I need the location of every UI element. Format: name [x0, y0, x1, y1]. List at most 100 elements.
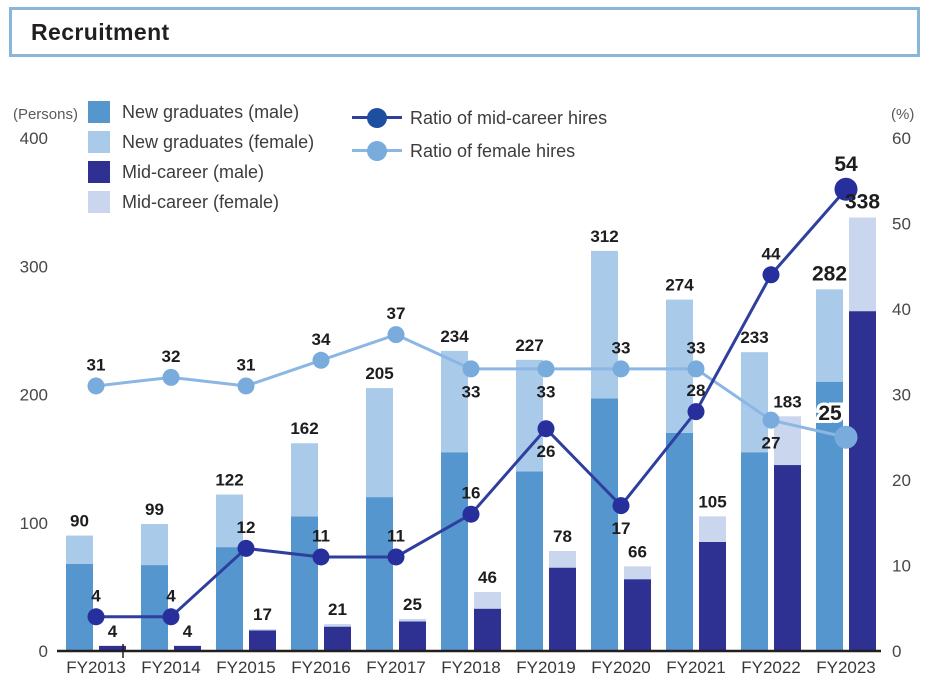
bar-mid-career-male: [474, 608, 501, 651]
mid-career-ratio-marker: [312, 548, 330, 566]
mid-career-line-marker-icon: [352, 107, 402, 128]
left-axis-tick-label: 0: [39, 642, 48, 661]
bar-mid-career-male: [249, 630, 276, 651]
mid-career-total-label: 21: [328, 600, 347, 619]
ratio-value-label: 4: [166, 586, 176, 605]
x-axis-category-label: FY2014: [141, 658, 201, 677]
bar-mid-career-female: [699, 516, 726, 542]
ratio-value-label: 27: [762, 434, 781, 453]
mid-career-total-label: 338: [845, 191, 880, 214]
bar-new-graduates-male: [291, 516, 318, 651]
bar-mid-career-male: [774, 465, 801, 651]
line-ratio-mid-career-hires: [96, 188, 848, 619]
ratio-value-label: 12: [237, 518, 256, 537]
bar-new-graduates-male: [666, 432, 693, 651]
ratio-value-label: 11: [387, 526, 405, 545]
page-title: Recruitment: [31, 18, 170, 45]
bar-new-graduates-male: [66, 563, 93, 651]
new-graduates-female-swatch-icon: [88, 130, 110, 153]
x-axis-category-label: FY2015: [216, 658, 276, 677]
mid-career-total-label: 66: [628, 542, 647, 561]
legend-label: Mid-career (male): [122, 161, 265, 182]
x-axis-category-label: FY2023: [816, 658, 876, 677]
mid-career-ratio-marker: [162, 608, 180, 626]
new-graduates-total-label: 234: [440, 327, 469, 346]
mid-career-total-label: 4: [183, 622, 193, 641]
new-graduates-total-label: 99: [145, 500, 164, 519]
mid-career-ratio-marker: [612, 497, 630, 515]
ratio-value-label: 31: [87, 355, 106, 374]
female-ratio-marker: [162, 368, 180, 386]
bar-new-graduates-female: [591, 250, 618, 399]
bar-new-graduates-female: [216, 494, 243, 548]
female-ratio-marker: [762, 411, 780, 429]
mid-career-ratio-marker: [834, 177, 858, 201]
ratio-value-label: 17: [612, 519, 631, 538]
female-ratio-marker: [387, 326, 405, 344]
ratio-value-label: 31: [237, 355, 256, 374]
bar-new-graduates-female: [291, 443, 318, 517]
bar-mid-career-male: [849, 311, 876, 651]
page-title-box: Recruitment: [9, 7, 920, 57]
mid-career-ratio-marker: [462, 505, 480, 523]
bar-new-graduates-male: [591, 398, 618, 651]
left-axis-tick-label: 100: [20, 514, 48, 533]
bar-mid-career-male: [699, 541, 726, 651]
legend-label: New graduates (female): [122, 131, 315, 152]
female-ratio-marker: [87, 377, 105, 395]
ratio-value-label: 28: [687, 381, 706, 400]
x-axis-category-label: FY2018: [441, 658, 501, 677]
female-line-marker-icon: [352, 140, 402, 161]
x-axis-category-label: FY2021: [666, 658, 726, 677]
bar-new-graduates-female: [141, 524, 168, 566]
ratio-value-label: 34: [312, 330, 331, 349]
new-graduates-total-label: 274: [665, 276, 694, 295]
legend-item-ratio-mid-career: Ratio of mid-career hires: [352, 106, 607, 129]
legend-item-mid-career-female: Mid-career (female): [88, 190, 314, 213]
ratio-value-label: 33: [612, 338, 631, 357]
left-axis-tick-label: 300: [20, 257, 48, 276]
bar-new-graduates-female: [816, 289, 843, 382]
ratio-value-label: 44: [762, 244, 781, 263]
bar-mid-career-male: [324, 626, 351, 651]
mid-career-total-label: 78: [553, 527, 572, 546]
left-axis-tick-label: 200: [20, 386, 48, 405]
legend-item-mid-career-male: Mid-career (male): [88, 160, 314, 183]
ratio-value-label: 33: [537, 382, 556, 401]
right-axis-tick-label: 40: [892, 300, 911, 319]
right-axis-tick-label: 20: [892, 471, 911, 490]
bar-mid-career-male: [99, 645, 126, 651]
ratio-value-label: 54: [834, 153, 858, 176]
legend-label: New graduates (male): [122, 101, 300, 122]
right-axis-tick-label: 30: [892, 386, 911, 405]
legend-label: Ratio of female hires: [410, 140, 576, 161]
bar-mid-career-female: [249, 629, 276, 631]
mid-career-ratio-marker: [687, 403, 705, 421]
mid-career-total-label: 46: [478, 568, 497, 587]
bar-mid-career-male: [399, 621, 426, 651]
mid-career-ratio-marker: [537, 420, 555, 438]
female-ratio-marker: [462, 360, 480, 378]
mid-career-total-label: 4: [108, 622, 118, 641]
new-graduates-total-label: 122: [215, 471, 243, 490]
new-graduates-total-label: 233: [740, 328, 768, 347]
bar-mid-career-male: [174, 645, 201, 651]
x-axis-category-label: FY2017: [366, 658, 426, 677]
ratio-value-label: 33: [462, 382, 481, 401]
mid-career-female-swatch-icon: [88, 190, 110, 213]
female-ratio-marker: [834, 425, 858, 449]
new-graduates-total-label: 205: [365, 364, 393, 383]
bar-mid-career-female: [324, 624, 351, 627]
bar-mid-career-female: [399, 618, 426, 622]
right-axis-unit: (%): [891, 106, 914, 123]
right-axis-tick-label: 60: [892, 129, 911, 148]
legend-label: Mid-career (female): [122, 191, 280, 212]
bar-new-graduates-male: [441, 452, 468, 651]
right-axis-tick-label: 10: [892, 557, 911, 576]
bar-new-graduates-female: [366, 388, 393, 498]
female-ratio-marker: [537, 360, 555, 378]
left-axis-tick-label: 400: [20, 129, 48, 148]
new-graduates-total-label: 282: [812, 262, 847, 285]
bar-mid-career-female: [549, 550, 576, 568]
